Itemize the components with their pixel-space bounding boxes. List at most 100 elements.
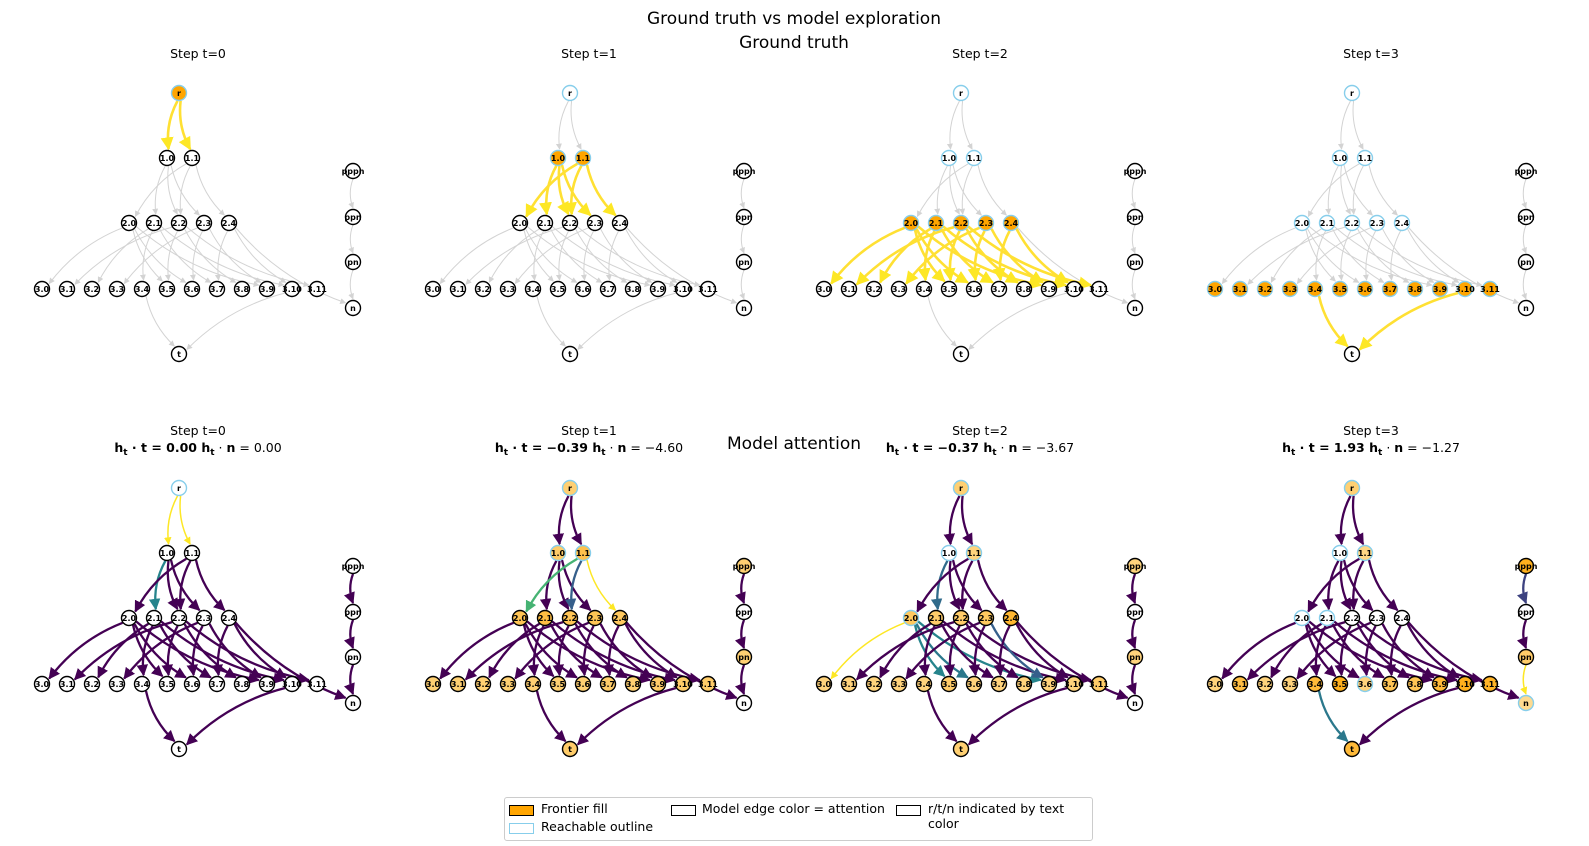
node-label-3-6: 3.6 [576, 285, 591, 294]
model-edge-r-1-1 [179, 495, 191, 545]
edge-1-0-2-1 [934, 165, 948, 215]
edges [830, 100, 1136, 350]
node-label-2-1: 2.1 [538, 219, 553, 228]
node-3-6 [574, 280, 592, 298]
node-3-8 [624, 675, 642, 693]
node-label-3-9: 3.9 [651, 285, 666, 294]
ground-truth-panel-step-1: Step t=1 r 1.0 1.1 2.0 2.1 2.2 2.3 2.4 3.0 3.1 3.2 3… [424, 46, 756, 363]
node-label-3-0: 3.0 [1208, 285, 1223, 294]
node-label-3-11: 3.11 [1480, 680, 1500, 689]
node-3-4 [133, 675, 151, 693]
node-3-5 [158, 675, 176, 693]
node-t [170, 740, 188, 758]
node-3-1 [58, 675, 76, 693]
node-label-2-0: 2.0 [513, 614, 528, 623]
model-edge-2-0-3-0 [439, 621, 515, 680]
nodes: r 1.0 1.1 2.0 2.1 2.2 2.3 2.4 3.0 3.1 3.2 3.3 3.4 3.5… [33, 84, 365, 363]
nodes: r 1.0 1.1 2.0 2.1 2.2 2.3 2.4 3.0 3.1 3.2 3.3 3.4 3.5… [1206, 479, 1538, 758]
node-2-2 [561, 609, 579, 627]
legend-reachable-label: Reachable outline [541, 819, 654, 834]
model-edge-3-4-t [535, 690, 567, 743]
node-label-3-10: 3.10 [1064, 285, 1084, 294]
edge-2-4-3-7 [605, 230, 620, 281]
model-edge-2-3-3-6 [577, 625, 595, 677]
model-edge-2-4-n [1407, 621, 1520, 700]
node-label-2-1: 2.1 [929, 614, 944, 623]
node-label-1-0: 1.0 [160, 549, 175, 558]
node-label-3-8: 3.8 [235, 285, 250, 294]
node-label-3-4: 3.4 [917, 680, 932, 689]
node-2-1 [927, 214, 945, 232]
model-edge-2-0-3-0 [1221, 621, 1297, 680]
node-3-7 [208, 280, 226, 298]
model-edge-2-0-3-5 [131, 624, 164, 678]
node-2-4 [611, 214, 629, 232]
node-label-3-4: 3.4 [135, 285, 150, 294]
edge-1-1-2-0 [134, 163, 187, 218]
model-edge-2-0-3-5 [522, 624, 555, 678]
node-label-2-1: 2.1 [147, 614, 162, 623]
node-label-3-8: 3.8 [1017, 285, 1032, 294]
model-edge-2-4-3-7 [1384, 625, 1402, 677]
node-label-3-1: 3.1 [60, 285, 75, 294]
reachable-outline-swatch [509, 823, 534, 834]
node-2-0 [120, 214, 138, 232]
model-edge-2-4-3-7 [211, 625, 229, 677]
node-label-t: t [1350, 350, 1354, 359]
node-pn [344, 648, 362, 666]
gt-edge-2-3-3-9 [990, 228, 1044, 284]
model-edge-2-4-n [1016, 621, 1129, 700]
edge-r-1-1 [570, 100, 582, 150]
node-label-pn: pn [738, 653, 750, 662]
model-edge-2-4-3-7 [602, 625, 620, 677]
panel-formula: ht · t = −0.39 ht · n = −4.60 [495, 440, 683, 458]
node-3-9 [649, 675, 667, 693]
node-1-0 [1331, 149, 1349, 167]
panel-formula: ht · t = 1.93 ht · n = −1.27 [1282, 440, 1460, 458]
node-3-6 [1356, 280, 1374, 298]
model-panel-step-1: Step t=1 ht · t = −0.39 ht · n = −4.60 r 1.… [424, 423, 756, 758]
node-label-2-0: 2.0 [122, 614, 137, 623]
node-label-1-0: 1.0 [942, 549, 957, 558]
node-2-2 [1343, 214, 1361, 232]
edge-2-3-3-6 [580, 230, 595, 281]
node-3-6 [574, 675, 592, 693]
node-label-3-7: 3.7 [1383, 285, 1397, 294]
panel-title: Step t=2 [952, 423, 1008, 438]
node-label-2-2: 2.2 [954, 219, 968, 228]
node-label-ppn: ppn [1126, 608, 1143, 617]
node-pppn [735, 162, 753, 180]
node-2-4 [1393, 609, 1411, 627]
node-2-3 [586, 609, 604, 627]
node-label-1-0: 1.0 [1333, 549, 1348, 558]
node-label-3-2: 3.2 [476, 285, 490, 294]
node-ppn [344, 208, 362, 226]
edge-1-0-2-1 [1325, 165, 1339, 215]
edge-2-1-3-10 [160, 226, 285, 288]
node-2-2 [1343, 609, 1361, 627]
edge-r-1-1 [961, 100, 973, 150]
edge-3-10-t [577, 292, 677, 350]
node-label-pn: pn [347, 258, 359, 267]
node-2-3 [586, 214, 604, 232]
node-2-4 [220, 214, 238, 232]
node-label-3-6: 3.6 [576, 680, 591, 689]
node-3-11 [699, 280, 717, 298]
edge-2-2-3-5 [555, 230, 570, 281]
node-t [561, 740, 579, 758]
model-edge-1-0-2-1 [148, 560, 167, 611]
ground-truth-panel-step-3: Step t=3 r 1.0 1.1 2.0 2.1 2.2 2.3 2.4 3.0 3.1 3.2 3… [1206, 46, 1538, 363]
node-label-2-0: 2.0 [122, 219, 137, 228]
node-r [561, 479, 579, 497]
edge-pppn-ppn [739, 178, 745, 209]
model-edge-2-3-3-3 [514, 621, 590, 680]
edges [1221, 100, 1527, 351]
edge-2-1-3-2 [1270, 228, 1322, 283]
node-label-3-11: 3.11 [698, 680, 718, 689]
model-edge-2-1-3-2 [879, 622, 932, 679]
model-edge-2-4-3-10 [624, 623, 678, 679]
node-3-9 [258, 675, 276, 693]
edge-2-2-3-1 [74, 226, 173, 285]
node-3-0 [33, 280, 51, 298]
model-edge-2-4-n [625, 621, 738, 700]
